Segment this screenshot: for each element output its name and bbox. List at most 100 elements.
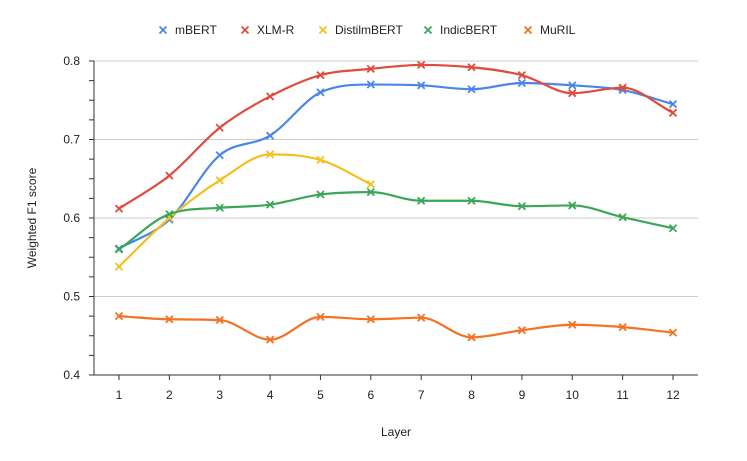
data-point-marker — [114, 204, 124, 213]
data-point-marker — [668, 108, 678, 117]
data-point-marker — [265, 92, 275, 101]
series-mbert — [114, 78, 678, 253]
data-point-marker — [517, 78, 527, 88]
data-point-marker — [467, 85, 476, 94]
legend-marker-icon — [240, 25, 250, 35]
data-point-marker — [668, 328, 678, 337]
grid — [94, 60, 698, 376]
series-lines — [114, 60, 678, 344]
data-point-marker — [114, 262, 124, 271]
data-point-marker — [417, 81, 426, 90]
data-point-marker — [316, 190, 325, 199]
y-tick-label: 0.5 — [63, 290, 80, 304]
series-indicbert — [114, 187, 678, 254]
x-tick-label: 8 — [468, 388, 475, 402]
data-point-marker — [618, 83, 627, 92]
data-point-marker — [517, 326, 527, 335]
y-tick-label: 0.6 — [63, 211, 80, 225]
data-point-marker — [417, 313, 426, 322]
data-point-marker — [568, 81, 577, 90]
legend-item: XLM-R — [240, 23, 295, 37]
data-point-marker — [366, 180, 375, 189]
series-line — [117, 153, 372, 268]
data-point-marker — [366, 64, 375, 73]
legend-marker-icon — [318, 25, 328, 35]
x-tick-label: 3 — [216, 388, 223, 402]
x-tick-label: 6 — [367, 388, 374, 402]
x-tick-label: 9 — [519, 388, 526, 402]
data-point-marker — [467, 333, 476, 342]
y-tick-label: 0.7 — [63, 133, 80, 147]
legend-label: IndicBERT — [440, 23, 498, 37]
axes: 0.40.50.60.70.81 2 3 4 5 6 7 8 9 10 11 12 — [63, 54, 698, 402]
data-point-marker — [417, 196, 426, 205]
data-point-marker — [215, 123, 224, 132]
x-tick-label: 4 — [267, 388, 274, 402]
data-point-marker — [417, 60, 426, 70]
data-point-marker — [517, 70, 527, 80]
y-tick-label: 0.8 — [63, 54, 80, 68]
data-point-marker — [114, 311, 124, 321]
data-point-marker — [316, 155, 325, 165]
data-point-marker — [316, 88, 325, 97]
data-point-marker — [215, 203, 224, 212]
x-tick-label: 2 — [166, 388, 173, 402]
data-point-marker — [618, 213, 627, 222]
legend-item: DistilmBERT — [318, 23, 403, 37]
series-line — [117, 190, 675, 251]
legend-label: mBERT — [175, 23, 217, 37]
data-point-marker — [265, 150, 275, 159]
series-xlm-r — [114, 60, 678, 213]
data-point-marker — [165, 315, 174, 324]
data-point-marker — [165, 171, 174, 180]
legend-item: MuRIL — [523, 23, 576, 37]
data-point-marker — [366, 80, 375, 89]
data-point-marker — [316, 70, 325, 80]
x-tick-label: 5 — [317, 388, 324, 402]
x-tick-label: 12 — [666, 388, 680, 402]
data-point-marker — [668, 224, 678, 233]
data-point-marker — [568, 320, 577, 329]
legend-label: XLM-R — [257, 23, 295, 37]
data-point-marker — [467, 63, 476, 72]
legend-marker-icon — [423, 25, 433, 35]
x-tick-label: 11 — [616, 388, 629, 402]
data-point-marker — [467, 196, 476, 205]
data-point-marker — [215, 315, 224, 325]
data-point-marker — [316, 312, 325, 322]
series-line — [117, 315, 675, 341]
x-tick-label: 7 — [418, 388, 425, 402]
legend-item: mBERT — [158, 23, 217, 37]
x-tick-label: 1 — [116, 388, 123, 402]
series-line — [117, 63, 675, 210]
data-point-marker — [114, 245, 124, 254]
data-point-marker — [568, 201, 577, 210]
x-axis-title: Layer — [381, 425, 411, 439]
data-point-marker — [165, 209, 174, 219]
data-point-marker — [265, 200, 275, 209]
series-muril — [114, 311, 678, 344]
data-point-marker — [215, 151, 224, 160]
legend-marker-icon — [523, 25, 533, 35]
legend-label: DistilmBERT — [335, 23, 403, 37]
series-line — [117, 81, 675, 250]
legend-label: MuRIL — [540, 23, 576, 37]
data-point-marker — [366, 315, 375, 324]
y-tick-label: 0.4 — [63, 368, 80, 382]
y-axis-title: Weighted F1 score — [25, 167, 39, 268]
data-point-marker — [517, 202, 527, 211]
data-point-marker — [668, 100, 678, 109]
data-point-marker — [366, 187, 375, 197]
data-point-marker — [265, 335, 275, 344]
data-point-marker — [568, 89, 577, 98]
data-point-marker — [215, 176, 224, 185]
data-point-marker — [265, 131, 275, 140]
legend: mBERT XLM-R DistilmBERT IndicBERT MuRIL — [158, 23, 576, 37]
x-tick-label: 10 — [566, 388, 580, 402]
legend-item: IndicBERT — [423, 23, 498, 37]
series-distilmbert — [114, 150, 375, 271]
legend-marker-icon — [158, 25, 168, 35]
data-point-marker — [618, 322, 627, 332]
